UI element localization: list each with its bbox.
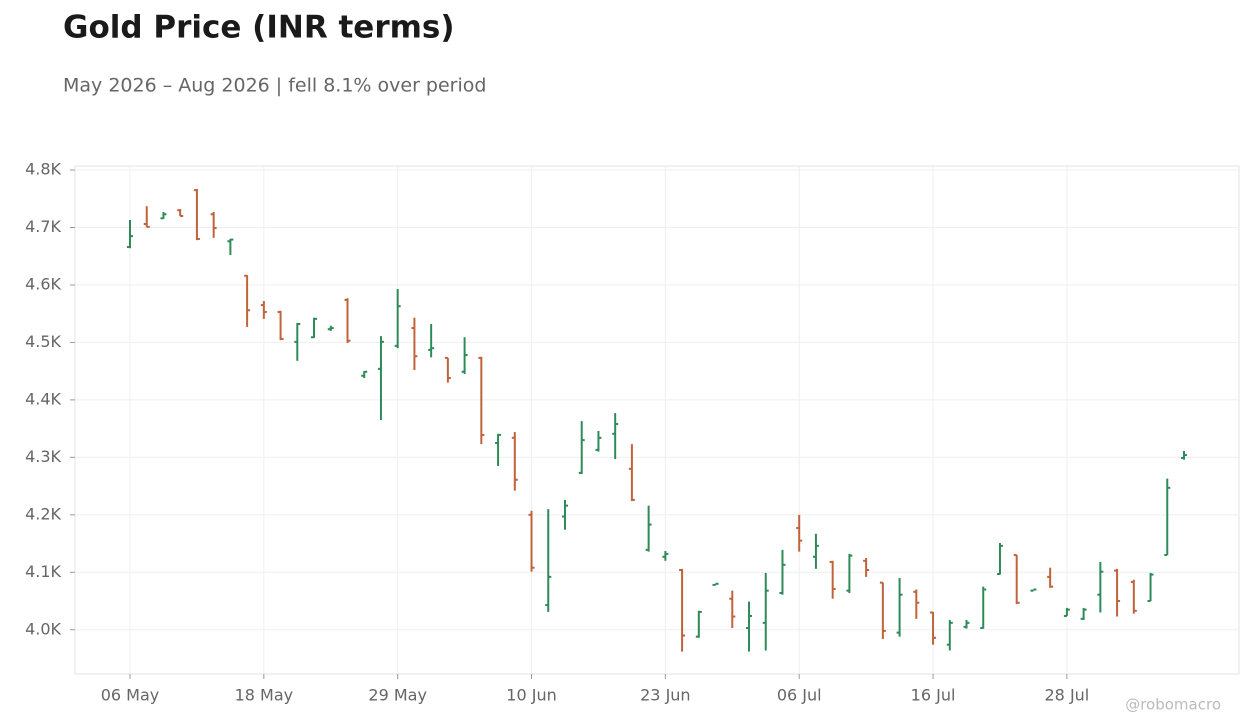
x-tick-label: 28 Jul [1045, 686, 1090, 705]
y-tick-label: 4.2K [25, 504, 61, 523]
x-tick-label: 06 Jul [777, 686, 822, 705]
y-tick-label: 4.6K [25, 274, 61, 293]
x-tick-label: 18 May [235, 686, 294, 705]
x-tick-label: 29 May [368, 686, 427, 705]
plot-frame [74, 165, 1240, 675]
y-tick-label: 4.7K [25, 217, 61, 236]
y-tick-label: 4.0K [25, 619, 61, 638]
x-tick-label: 06 May [101, 686, 160, 705]
y-tick-label: 4.1K [25, 562, 61, 581]
chart-subtitle: May 2026 – Aug 2026 | fell 8.1% over per… [63, 75, 486, 97]
y-tick-label: 4.3K [25, 447, 61, 466]
chart-title: Gold Price (INR terms) [63, 10, 455, 46]
x-tick-label: 23 Jun [640, 686, 690, 705]
y-tick-label: 4.8K [25, 160, 61, 179]
y-tick-label: 4.5K [25, 332, 61, 351]
x-tick-label: 10 Jun [506, 686, 556, 705]
x-tick-label: 16 Jul [911, 686, 956, 705]
watermark: @robomacro [1125, 696, 1221, 714]
y-tick-label: 4.4K [25, 389, 61, 408]
